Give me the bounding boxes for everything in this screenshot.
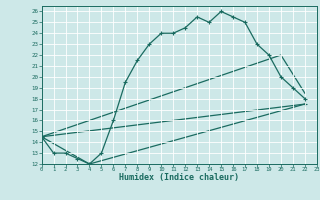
- X-axis label: Humidex (Indice chaleur): Humidex (Indice chaleur): [119, 173, 239, 182]
